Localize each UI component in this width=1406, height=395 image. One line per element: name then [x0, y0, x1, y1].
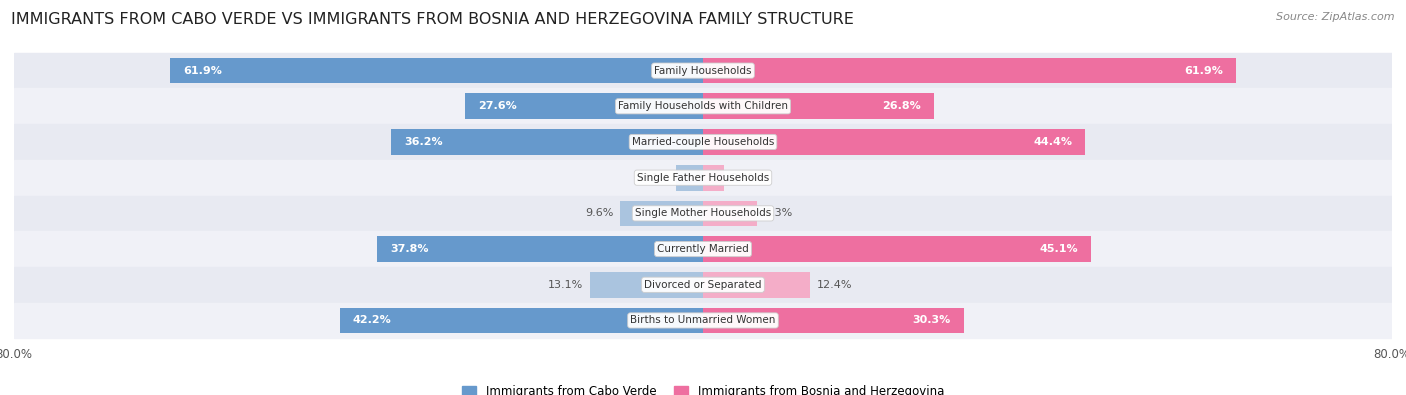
Text: 42.2%: 42.2% — [353, 316, 391, 325]
Bar — [14, 124, 1392, 160]
Text: Source: ZipAtlas.com: Source: ZipAtlas.com — [1277, 12, 1395, 22]
Bar — [703, 236, 1091, 262]
Text: 13.1%: 13.1% — [548, 280, 583, 290]
Bar — [170, 58, 703, 83]
Bar — [703, 94, 934, 119]
Text: 2.4%: 2.4% — [731, 173, 759, 182]
Bar — [703, 165, 724, 190]
Bar — [340, 308, 703, 333]
Text: 26.8%: 26.8% — [882, 101, 921, 111]
Text: 37.8%: 37.8% — [391, 244, 429, 254]
Bar — [703, 58, 1236, 83]
Text: 61.9%: 61.9% — [183, 66, 222, 75]
Bar — [591, 272, 703, 297]
Text: 36.2%: 36.2% — [404, 137, 443, 147]
Text: 9.6%: 9.6% — [585, 209, 613, 218]
Text: IMMIGRANTS FROM CABO VERDE VS IMMIGRANTS FROM BOSNIA AND HERZEGOVINA FAMILY STRU: IMMIGRANTS FROM CABO VERDE VS IMMIGRANTS… — [11, 12, 853, 27]
Bar — [465, 94, 703, 119]
Bar — [703, 272, 810, 297]
Text: Currently Married: Currently Married — [657, 244, 749, 254]
Text: Married-couple Households: Married-couple Households — [631, 137, 775, 147]
Text: Births to Unmarried Women: Births to Unmarried Women — [630, 316, 776, 325]
Bar — [14, 160, 1392, 196]
Text: 6.3%: 6.3% — [763, 209, 793, 218]
Bar — [14, 196, 1392, 231]
Text: 30.3%: 30.3% — [912, 316, 950, 325]
Bar — [703, 201, 758, 226]
Bar — [391, 129, 703, 155]
Bar — [14, 53, 1392, 88]
Bar — [14, 88, 1392, 124]
Text: Single Father Households: Single Father Households — [637, 173, 769, 182]
Text: 44.4%: 44.4% — [1033, 137, 1073, 147]
Bar — [676, 165, 703, 190]
Text: Divorced or Separated: Divorced or Separated — [644, 280, 762, 290]
Bar — [14, 303, 1392, 338]
Text: 45.1%: 45.1% — [1040, 244, 1078, 254]
Legend: Immigrants from Cabo Verde, Immigrants from Bosnia and Herzegovina: Immigrants from Cabo Verde, Immigrants f… — [457, 380, 949, 395]
Bar — [14, 267, 1392, 303]
Text: Family Households with Children: Family Households with Children — [619, 101, 787, 111]
Text: 61.9%: 61.9% — [1184, 66, 1223, 75]
Bar — [703, 129, 1085, 155]
Bar — [377, 236, 703, 262]
Text: 3.1%: 3.1% — [641, 173, 669, 182]
Text: 27.6%: 27.6% — [478, 101, 517, 111]
Text: Family Households: Family Households — [654, 66, 752, 75]
Text: Single Mother Households: Single Mother Households — [636, 209, 770, 218]
Text: 12.4%: 12.4% — [817, 280, 852, 290]
Bar — [703, 308, 965, 333]
Bar — [14, 231, 1392, 267]
Bar — [620, 201, 703, 226]
